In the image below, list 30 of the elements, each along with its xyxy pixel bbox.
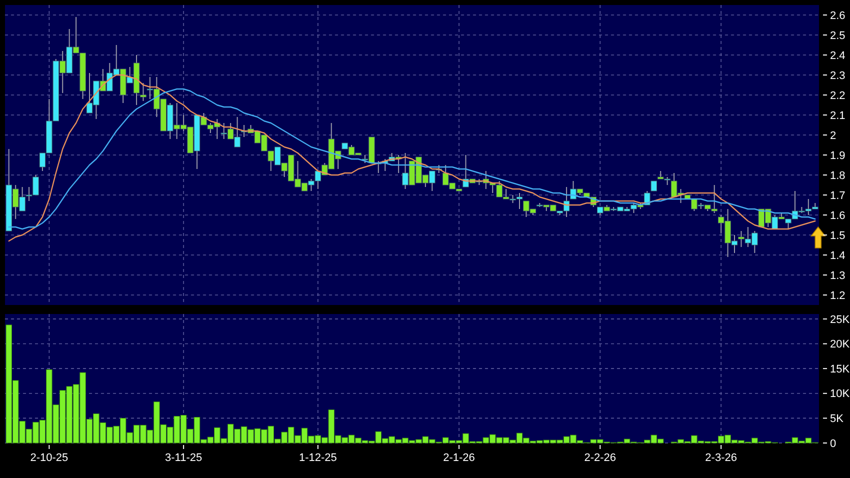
y-tick-label: 15K	[830, 363, 850, 376]
candlestick	[650, 180, 657, 192]
x-tick-label: 2-1-26	[443, 452, 475, 464]
y-tick-label: 5K	[830, 413, 844, 426]
x-tick-label: 3-11-25	[165, 452, 202, 464]
x-tick-label: 1-12-25	[298, 452, 337, 464]
x-tick-label: 2-3-26	[705, 452, 737, 464]
y-tick-label: 2.5	[830, 30, 846, 42]
y-tick-label: 2.3	[830, 70, 846, 82]
x-tick-label: 2-10-25	[30, 452, 68, 464]
candlestick	[140, 82, 146, 102]
y-tick-label: 25K	[830, 314, 850, 326]
y-tick-label: 10K	[830, 388, 850, 400]
y-tick-label: 2.1	[830, 110, 846, 122]
y-tick-label: 1.7	[830, 190, 846, 202]
y-tick-label: 2	[830, 130, 836, 142]
y-tick-label: 1.9	[830, 150, 846, 162]
y-tick-label: 2.2	[830, 90, 846, 102]
y-tick-label: 1.2	[830, 290, 846, 302]
y-tick-label: 1.8	[830, 170, 846, 182]
y-tick-label: 1.5	[830, 230, 846, 242]
y-tick-label: 0	[830, 438, 836, 450]
y-tick-label: 2.6	[830, 10, 846, 22]
y-tick-label: 1.6	[830, 210, 846, 222]
x-tick-label: 2-2-26	[584, 452, 616, 464]
y-tick-label: 1.4	[830, 250, 846, 262]
y-tick-label: 1.3	[830, 270, 846, 282]
line-series	[8, 88, 816, 230]
y-tick-label: 2.4	[830, 50, 846, 62]
y-tick-label: 20K	[830, 338, 850, 351]
